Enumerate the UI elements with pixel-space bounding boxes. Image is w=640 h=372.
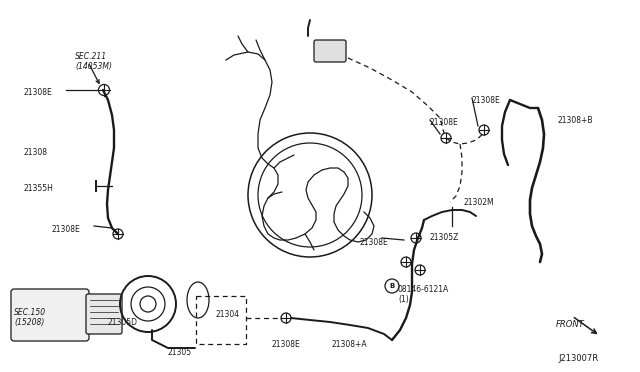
Text: 21305D: 21305D (108, 318, 138, 327)
Text: 21308+A: 21308+A (332, 340, 367, 349)
Text: J213007R: J213007R (558, 354, 598, 363)
Text: 21302M: 21302M (464, 198, 495, 207)
Text: 08146-6121A
(1): 08146-6121A (1) (398, 285, 449, 304)
Text: 21308E: 21308E (430, 118, 459, 127)
Text: 21308: 21308 (24, 148, 48, 157)
Text: 21355H: 21355H (24, 184, 54, 193)
Text: 21308+B: 21308+B (558, 116, 593, 125)
Text: SEC.150
(15208): SEC.150 (15208) (14, 308, 46, 327)
Text: 21308E: 21308E (472, 96, 500, 105)
Text: 21308E: 21308E (24, 88, 52, 97)
Text: B: B (389, 283, 395, 289)
Text: FRONT: FRONT (556, 320, 585, 329)
Text: 21305: 21305 (168, 348, 192, 357)
Text: SEC.211
(14053M): SEC.211 (14053M) (75, 52, 112, 71)
Text: 21305Z: 21305Z (430, 233, 460, 242)
FancyBboxPatch shape (86, 294, 122, 334)
Text: 21304: 21304 (216, 310, 240, 319)
Circle shape (385, 279, 399, 293)
Text: 21308E: 21308E (272, 340, 301, 349)
FancyBboxPatch shape (11, 289, 89, 341)
FancyBboxPatch shape (314, 40, 346, 62)
Text: 21308E: 21308E (52, 225, 81, 234)
Text: 21308E: 21308E (360, 238, 388, 247)
